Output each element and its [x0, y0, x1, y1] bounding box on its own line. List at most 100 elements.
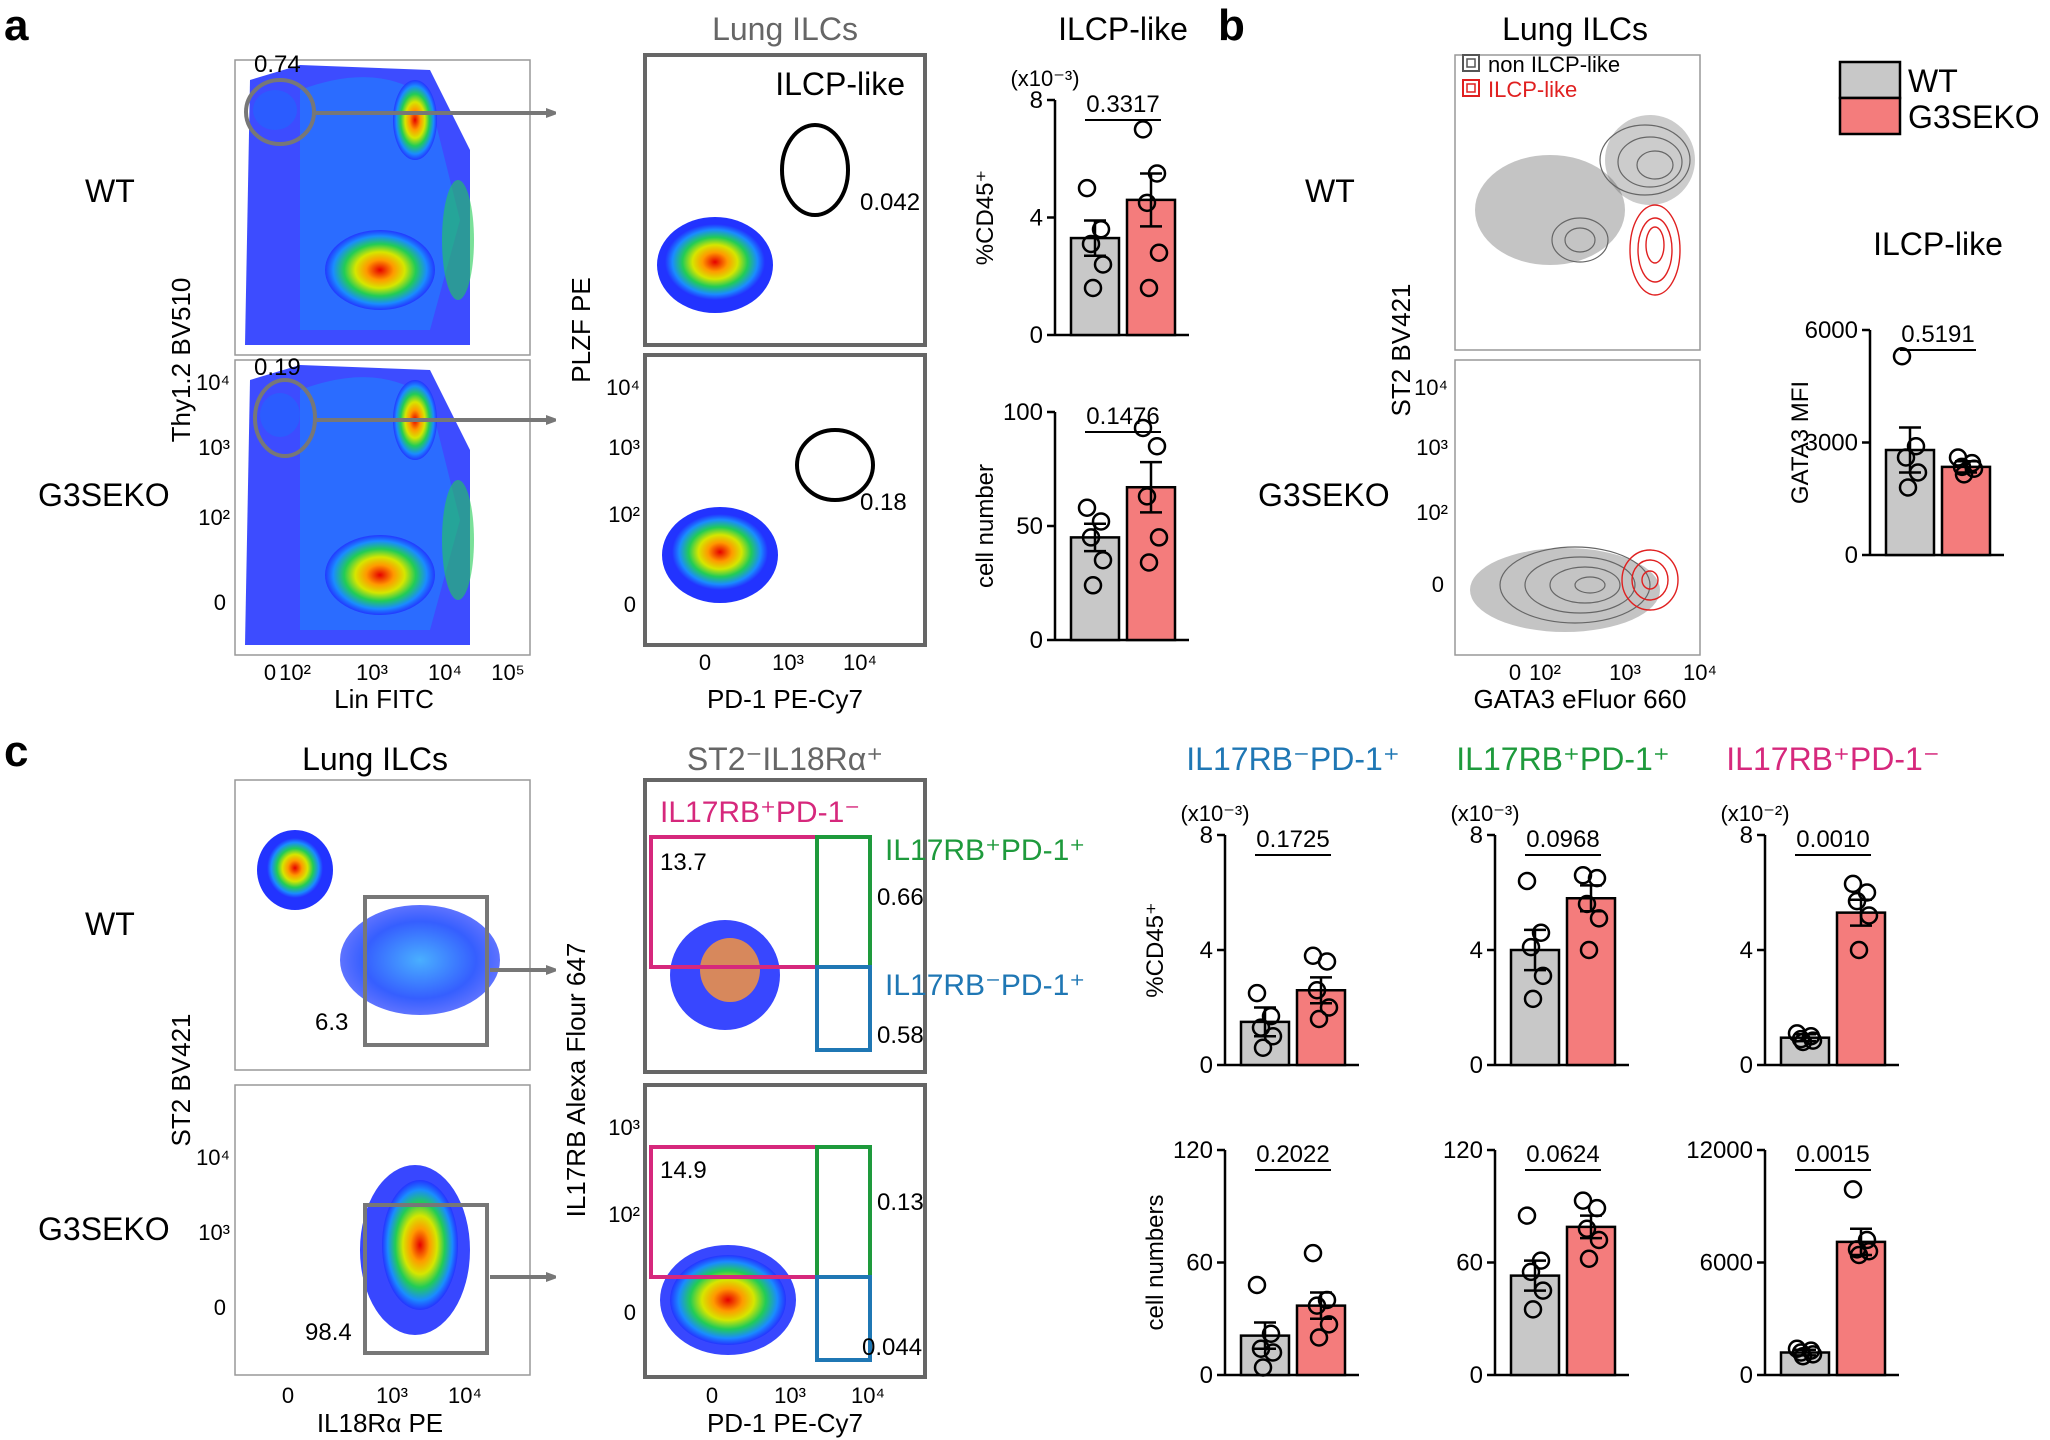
gate-name-c-pink: IL17RB⁺PD-1⁻ — [660, 796, 860, 829]
data-point — [1149, 528, 1169, 547]
plot-title-c-il17: ST2⁻IL18Rα⁺ — [687, 741, 883, 777]
data-point — [1251, 1339, 1271, 1358]
y-tick-label: 0 — [1030, 322, 1043, 349]
data-point — [1952, 457, 1972, 477]
y-tick-label: 8 — [1470, 822, 1483, 849]
data-point — [1263, 1343, 1283, 1362]
y-tick-label: 6000 — [1805, 317, 1858, 344]
data-point — [1843, 874, 1863, 894]
data-point — [1531, 1251, 1551, 1270]
data-point — [1577, 894, 1597, 914]
svg-text:10³: 10³ — [198, 435, 230, 460]
data-point — [1857, 1230, 1877, 1250]
bar-g3seko — [1565, 1225, 1617, 1377]
data-point — [1579, 1249, 1599, 1268]
data-point — [1579, 940, 1599, 960]
bar-wt — [1069, 536, 1121, 642]
data-point — [1849, 1245, 1869, 1265]
data-point — [1147, 164, 1167, 183]
data-point — [1307, 981, 1327, 1000]
svg-text:10³: 10³ — [774, 1383, 806, 1408]
axis-ylabel-a-plzf: PLZF PE — [566, 277, 596, 382]
data-point — [1253, 1358, 1273, 1377]
gate-value-c-ko-green: 0.13 — [877, 1189, 924, 1216]
bar-charts-layer: 0 4 8 0.3317 (x10⁻³) %CD45⁺ ILCP-like 0 50 100 0.1… — [972, 11, 2004, 1389]
svg-text:10²: 10² — [198, 505, 230, 530]
data-point — [1964, 459, 1984, 478]
y-tick-label: 50 — [1016, 513, 1043, 540]
axis-ylabel-c-st2: ST2 BV421 — [166, 1014, 196, 1147]
svg-text:non ILCP-like: non ILCP-like — [1488, 52, 1620, 77]
svg-text:10⁴: 10⁴ — [428, 660, 462, 685]
y-tick-label: 4 — [1470, 937, 1483, 964]
data-point — [1317, 1290, 1337, 1310]
data-point — [1247, 983, 1267, 1003]
y-tick-label: 8 — [1200, 822, 1213, 849]
svg-text:10⁵: 10⁵ — [491, 660, 525, 685]
svg-text:0: 0 — [1432, 572, 1444, 597]
data-point — [1859, 1242, 1879, 1261]
row-label-wt-a: WT — [85, 173, 135, 209]
bar-g3seko — [1835, 1240, 1887, 1377]
axis-ylabel-b: ST2 BV421 — [1386, 284, 1416, 417]
axis-xlabel-a-thy: Lin FITC — [334, 684, 434, 714]
data-point — [1319, 998, 1339, 1017]
chart-title: ILCP-like — [1058, 11, 1188, 47]
gate-value-c-wt-green: 0.66 — [877, 884, 924, 911]
flow-plot-b-ko — [1454, 359, 1701, 656]
bar-g3seko — [1940, 465, 1992, 557]
y-tick-label: 0 — [1470, 1052, 1483, 1079]
data-point — [1908, 463, 1928, 482]
bar-wt — [1069, 236, 1121, 337]
y-axis-label: %CD45⁺ — [1142, 902, 1169, 997]
flow-plot-b-wt — [1454, 54, 1701, 351]
data-point — [1091, 220, 1111, 239]
gate-value-c-wt-pink: 13.7 — [660, 849, 707, 876]
y-axis-label: cell number — [972, 464, 999, 588]
gate-value-c-ko-pink: 14.9 — [660, 1157, 707, 1184]
p-value-label: 0.3317 — [1086, 91, 1159, 118]
svg-text:10⁴: 10⁴ — [448, 1383, 482, 1408]
data-point — [1147, 436, 1167, 456]
data-point — [1261, 1324, 1281, 1343]
gate-value-c-st2-wt: 6.3 — [315, 1009, 348, 1036]
bar-chart-b_gata3: 0 3000 6000 0.5191 GATA3 MFI ILCP-like — [1787, 226, 2004, 569]
gate-name-c-green: IL17RB⁺PD-1⁺ — [885, 834, 1085, 867]
data-point — [1081, 528, 1101, 547]
axis-yticks-a-plzf: 10⁴ 10³ 10² 0 — [606, 375, 640, 617]
data-point — [1843, 1180, 1863, 1199]
svg-text:10³: 10³ — [608, 1115, 640, 1140]
axis-xlabel-b: GATA3 eFluor 660 — [1474, 684, 1687, 714]
axis-xticks-b: 0 10² 10³ 10⁴ — [1509, 660, 1717, 685]
gate-value-a-plzf-wt: 0.042 — [860, 189, 920, 216]
legend-swatch-wt — [1838, 60, 1902, 100]
axis-ylabel-c-il17: IL17RB Alexa Flour 647 — [561, 943, 591, 1218]
flow-plot-c-il17-wt — [643, 778, 927, 1074]
data-point — [1523, 1300, 1543, 1319]
flow-plot-c-st2-ko — [234, 1084, 531, 1376]
data-point — [1906, 437, 1926, 456]
legend-swatch-ko — [1838, 96, 1902, 136]
y-tick-label: 0 — [1740, 1362, 1753, 1389]
p-value-label: 0.5191 — [1901, 321, 1974, 348]
y-axis-label: %CD45⁺ — [972, 170, 999, 265]
svg-text:10⁴: 10⁴ — [196, 1145, 230, 1170]
svg-text:0: 0 — [624, 1300, 636, 1325]
gate-value-a-plzf-ko: 0.18 — [860, 489, 907, 516]
data-point — [1081, 234, 1101, 254]
p-value-label: 0.0015 — [1796, 1141, 1869, 1168]
svg-text:10⁴: 10⁴ — [606, 375, 640, 400]
plot-title-a-plzf: Lung ILCs — [712, 11, 858, 47]
data-point — [1517, 1206, 1537, 1225]
data-point — [1309, 1328, 1329, 1347]
data-point — [1587, 1198, 1607, 1218]
svg-text:10⁴: 10⁴ — [196, 370, 230, 395]
data-point — [1892, 347, 1912, 366]
y-tick-label: 0 — [1030, 627, 1043, 654]
data-point — [1803, 1031, 1823, 1050]
axis-xticks-c-il17: 0 10³ 10⁴ — [706, 1383, 885, 1408]
data-point — [1247, 1275, 1267, 1295]
y-tick-label: 0 — [1470, 1362, 1483, 1389]
axis-xticks-a-plzf: 0 10³ 10⁴ — [699, 650, 877, 675]
data-point — [1309, 1009, 1329, 1029]
